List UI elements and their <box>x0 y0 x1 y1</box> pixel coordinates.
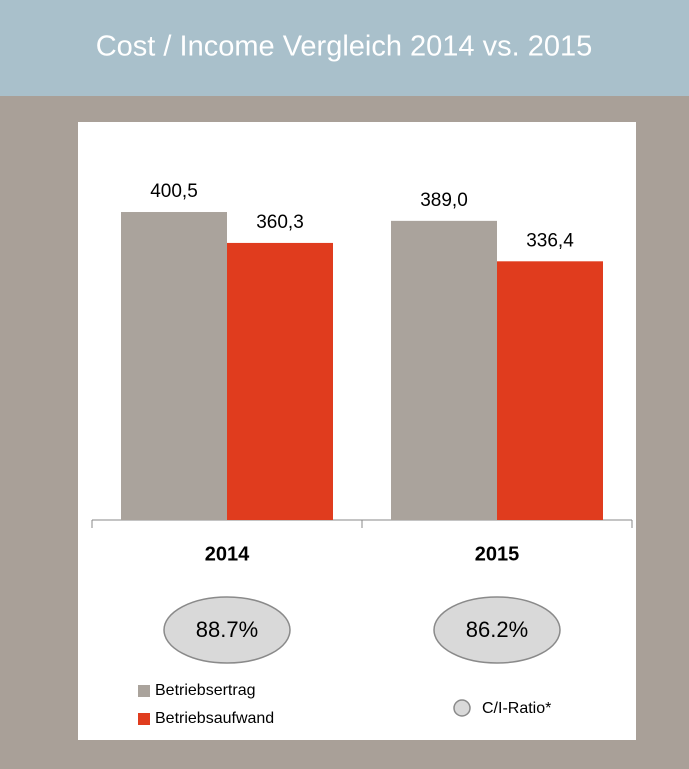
chart-title: Cost / Income Vergleich 2014 vs. 2015 <box>96 31 593 63</box>
ratio-bubble <box>433 596 561 664</box>
legend-swatch <box>138 685 150 697</box>
legend-label: C/I-Ratio* <box>482 700 551 717</box>
ratio-label: 88.7% <box>196 617 258 642</box>
legend-label: Betriebsertrag <box>155 682 256 699</box>
data-label: 360,3 <box>256 212 304 233</box>
bar <box>497 261 603 520</box>
bar <box>121 212 227 520</box>
bar <box>227 242 333 520</box>
data-label: 336,4 <box>526 230 574 251</box>
x-tick-label: 2015 <box>475 543 520 565</box>
legend-swatch <box>453 699 471 717</box>
header <box>0 0 689 96</box>
legend-label: Betriebsaufwand <box>155 710 274 727</box>
x-tick-label: 2014 <box>205 543 250 565</box>
legend-swatch <box>138 713 150 725</box>
data-label: 389,0 <box>420 190 468 211</box>
ratio-bubble <box>163 596 291 664</box>
ratio-label: 86.2% <box>466 617 528 642</box>
bar <box>391 220 497 520</box>
data-label: 400,5 <box>150 181 198 202</box>
